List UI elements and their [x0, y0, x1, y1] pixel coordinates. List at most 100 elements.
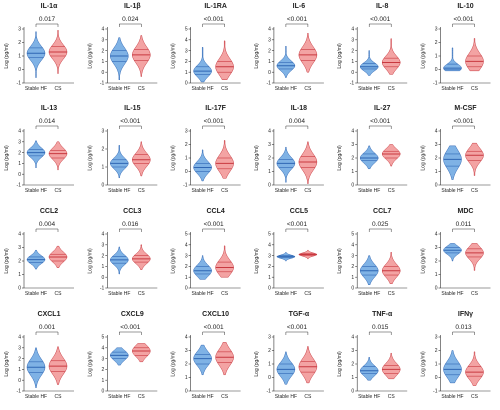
violin-stable-hf [26, 140, 46, 168]
y-tick-label: 4 [102, 232, 105, 238]
x-group-label: Stable HF [275, 86, 297, 92]
significance-bracket [119, 228, 142, 232]
y-axis-label: Log (pg/ml) [254, 248, 260, 274]
significance-bracket [368, 331, 392, 335]
significance-bracket [35, 23, 59, 27]
y-tick-label: 3 [185, 348, 188, 354]
panel-title: CXCL10 [202, 311, 229, 318]
x-group-label: Stable HF [25, 188, 47, 194]
violin-stable-hf [193, 255, 212, 280]
significance-bracket [368, 228, 392, 232]
y-tick-label: 3 [18, 346, 21, 352]
y-tick-label: 2 [18, 259, 21, 265]
y-tick-label: -1 [266, 389, 271, 395]
y-tick-label: 1 [435, 362, 438, 368]
panel-title: IL-27 [374, 105, 390, 112]
y-tick-label: 2 [435, 40, 438, 46]
y-tick-label: 4 [435, 129, 438, 135]
y-tick-label: 0 [268, 286, 271, 292]
significance-bracket [285, 331, 309, 335]
y-tick-label: 3 [102, 356, 105, 362]
y-tick-label: 1 [102, 378, 105, 384]
y-axis-label: Log (pg/ml) [254, 43, 260, 69]
y-tick-label: 0 [268, 183, 271, 189]
panel-3: IL-1RA Log (pg/ml) 0 1 2 3 4 5 Stable HF CS <0.001 [171, 3, 241, 92]
y-tick-label: 3 [18, 245, 21, 251]
y-tick-label: 0 [18, 378, 21, 384]
y-tick-label: 1 [102, 59, 105, 65]
y-axis-label: Log (pg/ml) [87, 248, 93, 274]
violin-stable-hf [110, 347, 129, 366]
y-tick-label: 2 [268, 156, 271, 162]
x-group-label: CS [388, 188, 396, 194]
x-group-label: CS [138, 188, 146, 194]
p-value: <0.001 [287, 221, 307, 228]
y-tick-label: 4 [435, 232, 438, 238]
y-tick-label: 2 [351, 156, 354, 162]
x-group-label: CS [55, 291, 63, 297]
panel-24: IFNγ Log (pg/ml) -1 0 1 2 3 Stable HF CS 0.013 [421, 311, 491, 400]
p-value: <0.001 [120, 118, 140, 125]
y-axis-label: Log (pg/ml) [337, 43, 343, 69]
y-tick-label: 2 [18, 356, 21, 362]
violin-stable-hf [276, 146, 296, 183]
significance-bracket [119, 331, 142, 335]
x-group-label: Stable HF [108, 86, 130, 92]
y-tick-label: 2 [102, 367, 105, 373]
y-tick-label: 3 [102, 243, 105, 249]
p-value: <0.001 [370, 16, 390, 23]
y-tick-label: 2 [351, 48, 354, 54]
x-group-label: Stable HF [191, 291, 213, 297]
significance-bracket [119, 23, 142, 27]
y-tick-label: 3 [185, 48, 188, 54]
y-axis-label: Log (pg/ml) [421, 248, 427, 274]
violin-stable-hf [26, 31, 46, 78]
x-group-label: CS [471, 394, 479, 400]
panel-18: MDC Log (pg/ml) 0 1 2 3 4 Stable HF CS 0.011 [421, 208, 491, 297]
significance-bracket [285, 23, 309, 27]
y-tick-label: 5 [268, 232, 271, 238]
x-group-label: CS [221, 188, 229, 194]
y-tick-label: 0 [185, 389, 188, 395]
violin-cs [381, 252, 401, 284]
x-group-label: CS [221, 394, 229, 400]
y-tick-label: -1 [433, 389, 438, 395]
y-tick-label: 2 [185, 59, 188, 65]
y-tick-label: 4 [351, 129, 354, 135]
y-tick-label: 4 [351, 243, 354, 249]
y-tick-label: 4 [185, 335, 188, 341]
y-axis-label: Log (pg/ml) [4, 43, 10, 69]
violin-stable-hf [110, 37, 129, 81]
y-axis-label: Log (pg/ml) [337, 351, 343, 377]
y-tick-label: 1 [435, 169, 438, 175]
panel-7: IL-13 Log (pg/ml) -1 0 1 2 3 4 Stable HF CS 0.014 [4, 105, 74, 194]
panel-title: IL-8 [376, 3, 389, 10]
panel-title: IL-1β [124, 3, 141, 10]
y-tick-label: 0 [18, 172, 21, 178]
violin-stable-hf [276, 46, 296, 78]
y-tick-label: -1 [433, 81, 438, 87]
y-tick-label: 5 [351, 232, 354, 238]
violin-stable-hf [359, 145, 379, 170]
y-tick-label: 0 [268, 70, 271, 76]
y-tick-label: 4 [18, 232, 21, 238]
panel-title: CCL2 [40, 208, 58, 215]
violin-cs [298, 33, 318, 73]
violin-stable-hf [193, 149, 212, 182]
y-tick-label: 0 [185, 286, 188, 292]
y-tick-label: 3 [185, 253, 188, 259]
panel-13: CCL2 Log (pg/ml) 0 1 2 3 4 Stable HF CS 0.004 [4, 208, 74, 297]
significance-bracket [452, 331, 475, 335]
y-axis-label: Log (pg/ml) [87, 351, 93, 377]
panel-1: IL-1α Log (pg/ml) -1 0 1 2 3 Stable HF CS 0.017 [4, 3, 74, 92]
y-axis-label: Log (pg/ml) [4, 248, 10, 274]
x-group-label: CS [221, 86, 229, 92]
y-tick-label: 0 [351, 286, 354, 292]
y-axis-label: Log (pg/ml) [87, 43, 93, 69]
x-group-label: Stable HF [358, 188, 380, 194]
panel-title: IL-6 [293, 3, 306, 10]
violin-cs [465, 351, 484, 386]
y-tick-label: 3 [351, 142, 354, 148]
panel-title: TGF-α [289, 311, 310, 318]
panel-4: IL-6 Log (pg/ml) -1 0 1 2 3 4 Stable HF CS <0.001 [254, 3, 324, 92]
